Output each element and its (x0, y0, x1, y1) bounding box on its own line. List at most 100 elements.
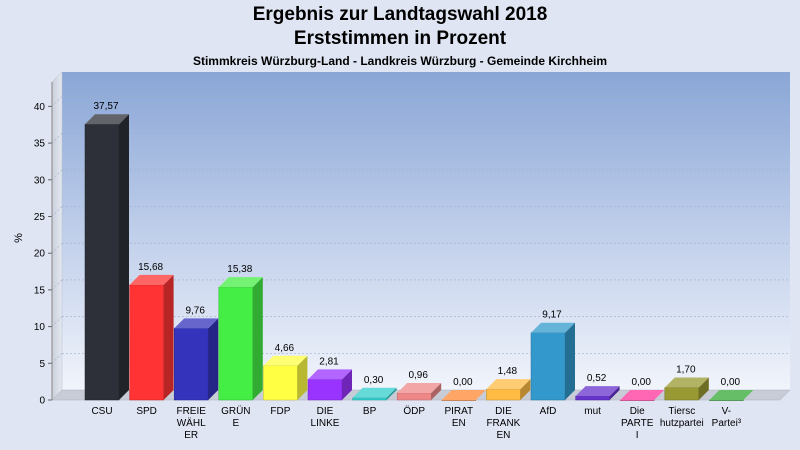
bar (709, 390, 754, 401)
bar-value-label: 9,76 (185, 305, 205, 316)
bars: 37,57 15,68 9,76 15,38 4,66 2,81 0,30 0,96 0,00 1… (84, 101, 754, 401)
bar-value-label: 0,96 (408, 370, 428, 381)
category-label-line: Tiersc (668, 406, 695, 417)
y-axis-label: % (13, 233, 25, 243)
chart-subtitle: Erststimmen in Prozent (293, 28, 507, 49)
y-tick-label: 15 (34, 285, 46, 296)
category-label-line: EN (452, 418, 466, 429)
category-label-line: PARTE (621, 418, 654, 429)
category-label: CSU (91, 406, 112, 417)
left-wall (51, 71, 63, 401)
y-tick-label: 5 (39, 359, 45, 370)
category-label-line: Die (630, 406, 645, 417)
bar-front (619, 399, 655, 401)
bar (173, 318, 219, 401)
bar-value-label: 15,68 (138, 262, 163, 273)
category-label-line: SPD (136, 406, 157, 417)
bar-value-label: 15,38 (227, 264, 252, 275)
y-tick-label: 30 (34, 175, 46, 186)
bar-side (431, 382, 442, 400)
bar (84, 114, 129, 401)
bar-front (307, 379, 343, 401)
bar (307, 369, 352, 401)
category-label-line: EN (496, 430, 510, 441)
category-label: Tiersc hutzpartei (660, 406, 704, 429)
category-label-line: V- (722, 406, 731, 417)
category-label: GRÜN E (221, 405, 250, 429)
bar-side (386, 387, 397, 400)
bar-value-label: 9,17 (542, 310, 562, 321)
bar (441, 390, 486, 401)
category-label: DIE FRANK EN (486, 406, 520, 441)
bar-top (575, 386, 620, 397)
bar-top (263, 355, 308, 366)
bar-top (620, 390, 665, 400)
bar-front (263, 365, 298, 401)
bar (486, 379, 531, 401)
category-label-line: PIRAT (444, 406, 473, 417)
y-tick-label: 0 (39, 396, 45, 407)
category-label: FDP (270, 406, 290, 417)
bar-top (709, 390, 754, 400)
bar-top (352, 387, 397, 398)
bar (530, 322, 575, 401)
category-label-line: FREIE (176, 406, 206, 417)
bar-top (129, 274, 174, 285)
bar-side (520, 379, 531, 400)
bar-top (85, 114, 129, 125)
category-label: PIRAT EN (444, 406, 473, 429)
bar-side (565, 322, 575, 400)
bar-side (342, 369, 352, 400)
bar-top (218, 277, 263, 288)
category-label-line: I (636, 430, 639, 441)
bar-top (531, 322, 575, 333)
bar-front (129, 284, 164, 401)
category-label-line: GRÜN (221, 405, 250, 417)
y-tick-label: 25 (34, 212, 46, 223)
category-label-line: mut (584, 406, 601, 417)
bar-side (698, 377, 709, 400)
bar-value-label: 0,30 (364, 375, 384, 386)
category-label-line: AfD (540, 406, 557, 417)
bar-top (486, 379, 531, 390)
bar-side (252, 277, 263, 400)
bar-side (609, 386, 620, 400)
bar-top (174, 318, 219, 329)
bar-value-label: 2,81 (319, 356, 339, 367)
category-label-line: ER (184, 430, 198, 441)
y-axis-ticks: 0 5 10 15 20 25 30 35 40 (34, 102, 52, 407)
bar-top (308, 369, 352, 380)
category-label: BP (363, 406, 377, 417)
bar-front (218, 286, 254, 401)
bar-side (208, 318, 219, 400)
bar (619, 390, 665, 401)
bar-value-label: 1,70 (676, 365, 696, 376)
bar (263, 355, 308, 401)
bar (396, 382, 442, 401)
category-label: Die PARTE I (621, 406, 654, 441)
category-label-line: FRANK (486, 418, 520, 429)
bar-front (664, 387, 700, 401)
category-label-line: DIE (317, 406, 334, 417)
category-label-line: E (232, 418, 239, 429)
category-label-line: FDP (270, 406, 290, 417)
chart-region-subtitle: Stimmkreis Würzburg-Land - Landkreis Wür… (192, 54, 608, 68)
bar (575, 386, 620, 401)
bar-value-label: 0,52 (587, 373, 607, 384)
category-label-line: ÖDP (403, 405, 425, 417)
category-label-line: hutzpartei (660, 418, 704, 429)
y-tick-label: 35 (34, 139, 46, 150)
bar-front (173, 328, 209, 401)
bar (352, 387, 397, 401)
category-label-line: LINKE (311, 418, 340, 429)
bar-front (486, 388, 521, 401)
bar-top (397, 382, 442, 393)
bar-side (119, 114, 129, 400)
chart-title: Ergebnis zur Landtagswahl 2018 (252, 4, 548, 25)
bar-front (84, 123, 120, 401)
bar-side (297, 355, 308, 400)
bar-value-label: 0,00 (721, 377, 741, 388)
category-label-line: CSU (91, 406, 112, 417)
